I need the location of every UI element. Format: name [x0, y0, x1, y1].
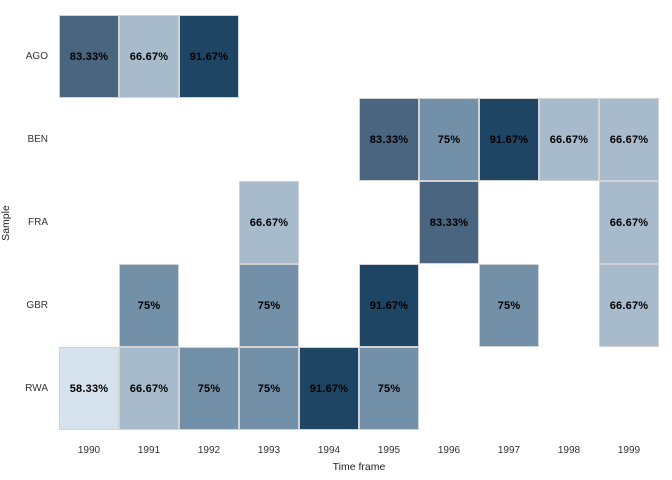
cell-value-label: 83.33%	[69, 50, 109, 63]
cell-value-label: 91.67%	[309, 382, 349, 395]
heatmap-cell: 75%	[419, 98, 479, 181]
cell-value-label: 91.67%	[369, 299, 409, 312]
heatmap-cell: 66.67%	[239, 181, 299, 264]
cell-value-label: 75%	[257, 382, 281, 395]
heatmap-cell: 75%	[239, 347, 299, 430]
x-axis-title: Time frame	[332, 461, 386, 473]
cell-value-label: 66.67%	[129, 50, 169, 63]
x-tick-label: 1996	[437, 445, 461, 456]
y-tick-label: FRA	[28, 217, 48, 228]
heatmap-cell: 75%	[479, 264, 539, 347]
x-tick-label: 1990	[77, 445, 101, 456]
cell-value-label: 75%	[377, 382, 401, 395]
heatmap-cell: 91.67%	[359, 264, 419, 347]
y-tick-label: GBR	[26, 300, 48, 311]
heatmap-cell: 75%	[359, 347, 419, 430]
heatmap-plot-area: 83.33% 66.67% 91.67% 83.33% 75% 91.67% 66.67% 6…	[59, 15, 659, 430]
cell-value-label: 83.33%	[369, 133, 409, 146]
x-tick-label: 1997	[497, 445, 521, 456]
heatmap-cell: 83.33%	[419, 181, 479, 264]
heatmap-cell: 83.33%	[359, 98, 419, 181]
cell-value-label: 91.67%	[489, 133, 529, 146]
heatmap-cell: 91.67%	[299, 347, 359, 430]
cell-value-label: 58.33%	[69, 382, 109, 395]
cell-value-label: 75%	[257, 299, 281, 312]
heatmap-cell: 75%	[119, 264, 179, 347]
cell-value-label: 66.67%	[609, 133, 649, 146]
heatmap-cell: 91.67%	[479, 98, 539, 181]
x-tick-label: 1995	[377, 445, 401, 456]
x-tick-label: 1999	[617, 445, 641, 456]
cell-value-label: 75%	[497, 299, 521, 312]
cell-value-label: 75%	[137, 299, 161, 312]
heatmap-cell: 66.67%	[119, 15, 179, 98]
x-tick-label: 1994	[317, 445, 341, 456]
y-tick-label: AGO	[25, 51, 48, 62]
heatmap-cell: 66.67%	[599, 264, 659, 347]
y-tick-label: BEN	[27, 134, 48, 145]
heatmap-cell: 75%	[239, 264, 299, 347]
x-tick-label: 1991	[137, 445, 161, 456]
y-tick-label: RWA	[25, 383, 48, 394]
cell-value-label: 75%	[197, 382, 221, 395]
heatmap-cell: 58.33%	[59, 347, 119, 430]
cell-value-label: 66.67%	[609, 299, 649, 312]
x-tick-label: 1998	[557, 445, 581, 456]
heatmap-cell: 83.33%	[59, 15, 119, 98]
cell-value-label: 75%	[437, 133, 461, 146]
heatmap-cell: 91.67%	[179, 15, 239, 98]
heatmap-cell: 66.67%	[599, 98, 659, 181]
heatmap-cell: 75%	[179, 347, 239, 430]
x-tick-label: 1993	[257, 445, 281, 456]
heatmap-cell: 66.67%	[119, 347, 179, 430]
heatmap-cell: 66.67%	[539, 98, 599, 181]
cell-value-label: 66.67%	[609, 216, 649, 229]
x-tick-label: 1992	[197, 445, 221, 456]
heatmap-cell: 66.67%	[599, 181, 659, 264]
cell-value-label: 91.67%	[189, 50, 229, 63]
cell-value-label: 66.67%	[249, 216, 289, 229]
cell-value-label: 66.67%	[549, 133, 589, 146]
cell-value-label: 83.33%	[429, 216, 469, 229]
cell-value-label: 66.67%	[129, 382, 169, 395]
